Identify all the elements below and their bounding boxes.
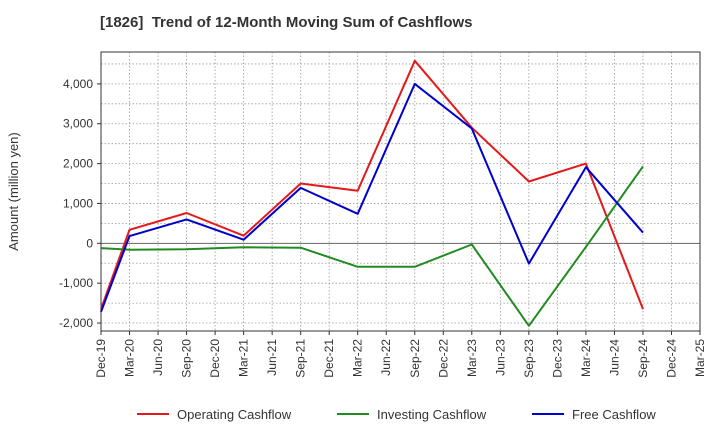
x-tick-label: Dec-19 [94,339,108,378]
x-tick-label: Dec-24 [664,339,678,378]
x-tick-label: Sep-20 [180,339,194,378]
x-tick-label: Dec-20 [208,339,222,378]
y-tick-label: 0 [86,236,93,250]
x-tick-label: Mar-20 [123,339,137,377]
legend-item-free-cashflow: Free Cashflow [532,407,656,422]
series-line-operating-cashflow [100,59,644,310]
legend-item-investing-cashflow: Investing Cashflow [337,407,487,422]
legend-label: Investing Cashflow [377,407,487,422]
x-tick-label: Dec-22 [436,339,450,378]
x-tick-label: Jun-22 [379,339,393,376]
y-tick-label: -2,000 [59,316,93,330]
x-tick-label: Jun-24 [607,339,621,376]
y-tick-label: 1,000 [63,196,93,210]
x-tick-label: Dec-23 [550,339,564,378]
legend-label: Free Cashflow [572,407,656,422]
y-tick-label: 2,000 [63,157,93,171]
y-axis-label: Amount (million yen) [6,132,21,251]
x-tick-label: Mar-21 [237,339,251,377]
x-tick-label: Mar-23 [465,339,479,377]
y-tick-label: -1,000 [59,276,93,290]
x-tick-label: Jun-20 [151,339,165,376]
x-tick-label: Sep-21 [294,339,308,378]
legend-label: Operating Cashflow [177,407,292,422]
x-tick-label: Sep-22 [408,339,422,378]
series-line-investing-cashflow [100,165,644,327]
x-tick-label: Jun-21 [265,339,279,376]
series-line-free-cashflow [100,82,644,313]
x-tick-label: Mar-24 [579,339,593,377]
x-tick-label: Sep-23 [522,339,536,378]
legend-item-operating-cashflow: Operating Cashflow [137,407,292,422]
chart-title: [1826] Trend of 12-Month Moving Sum of C… [100,14,473,31]
y-tick-label: 3,000 [63,117,93,131]
x-tick-label: Dec-21 [322,339,336,378]
plot-border [100,51,701,332]
x-tick-label: Jun-23 [493,339,507,376]
x-tick-label: Mar-25 [693,339,707,377]
y-tick-label: 4,000 [63,77,93,91]
x-tick-label: Mar-22 [351,339,365,377]
x-tick-label: Sep-24 [636,339,650,378]
plot-area [101,52,700,331]
